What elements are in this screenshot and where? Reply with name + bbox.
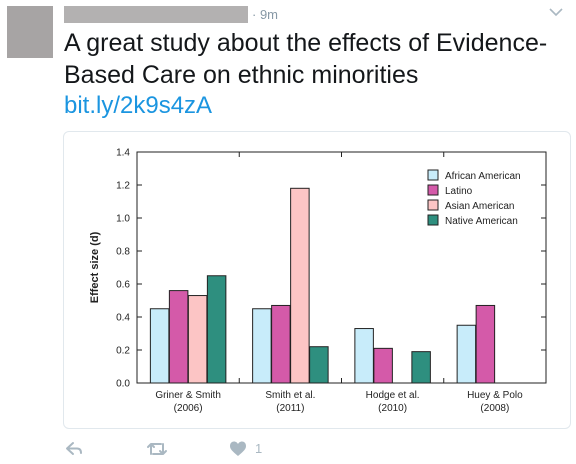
retweet-icon[interactable] <box>146 440 168 458</box>
y-tick-label: 1.2 <box>116 181 130 192</box>
bar-native-american <box>309 346 329 384</box>
avatar[interactable] <box>7 6 53 58</box>
x-tick-label: Griner & Smith <box>155 390 221 401</box>
reply-icon[interactable] <box>65 440 83 458</box>
effect-size-chart: 0.0 0.2 0.4 0.6 0.8 1.0 1.2 1.4 Effect size (d) G… <box>89 148 547 414</box>
redacted-user-name[interactable] <box>64 6 248 23</box>
bar-latino <box>168 290 189 384</box>
bar-latino <box>373 347 393 384</box>
bar-african-american <box>252 308 272 384</box>
y-tick-label: 0.6 <box>116 280 130 291</box>
legend-swatch <box>427 199 439 211</box>
bar-african-american <box>456 324 477 384</box>
x-tick-label: Smith et al. <box>265 390 315 401</box>
bar-african-american <box>354 328 374 384</box>
bar-native-american <box>206 275 227 384</box>
bar-asian-american <box>187 295 208 384</box>
legend-swatch <box>427 169 439 181</box>
y-tick-label: 0.8 <box>116 247 130 258</box>
x-tick-label: Hodge et al. <box>366 390 420 401</box>
y-tick-label: 1.4 <box>116 148 130 159</box>
bar-asian-american <box>290 187 310 384</box>
legend-label: African American <box>445 171 521 182</box>
bar-african-american <box>149 308 170 384</box>
tweet-timestamp[interactable]: · 9m <box>252 7 278 22</box>
y-tick-label: 0.2 <box>116 346 130 357</box>
y-tick-label: 0.4 <box>116 313 130 324</box>
bar-latino <box>475 304 496 384</box>
tweet-link[interactable]: bit.ly/2k9s4zA <box>64 92 213 119</box>
chevron-down-icon[interactable] <box>548 6 564 18</box>
legend-label: Native American <box>445 216 518 227</box>
x-tick-label-year: (2006) <box>174 403 203 414</box>
media-card[interactable]: 0.0 0.2 0.4 0.6 0.8 1.0 1.2 1.4 Effect size (d) G… <box>63 131 571 429</box>
legend-swatch <box>427 214 439 226</box>
legend-label: Asian American <box>445 201 514 212</box>
heart-icon[interactable] <box>229 440 247 458</box>
bar-latino <box>271 304 291 384</box>
x-tick-label-year: (2008) <box>480 403 509 414</box>
like-count[interactable]: 1 <box>255 441 263 456</box>
x-tick-label-year: (2010) <box>378 403 407 414</box>
legend-label: Latino <box>445 186 473 197</box>
tweet-text: A great study about the effects of Evide… <box>64 29 548 89</box>
y-tick-label: 0.0 <box>116 379 130 390</box>
y-tick-label: 1.0 <box>116 214 130 225</box>
bar-native-american <box>411 351 431 384</box>
legend-swatch <box>427 184 439 196</box>
x-tick-label: Huey & Polo <box>467 390 523 401</box>
y-axis-label: Effect size (d) <box>89 231 101 303</box>
x-tick-label-year: (2011) <box>276 403 304 414</box>
